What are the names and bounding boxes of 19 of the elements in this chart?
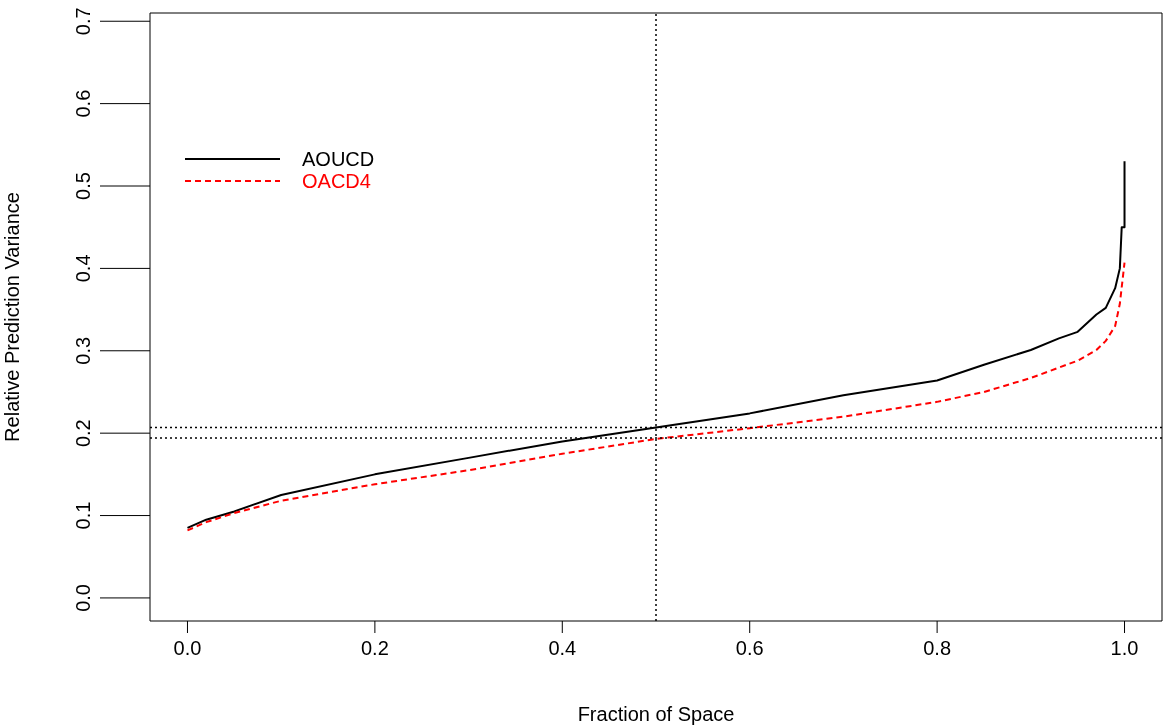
y-tick-label: 0.2 [72,419,94,448]
y-tick-label: 0.3 [72,336,94,365]
x-tick-label: 1.0 [1110,637,1139,660]
y-tick-label: 0.0 [72,584,94,612]
y-tick-label: 0.1 [72,501,94,530]
y-axis-title: Relative Prediction Variance [1,192,24,442]
x-tick-label: 0.2 [360,637,389,660]
x-tick-label: 0.6 [735,637,764,660]
x-axis-title: Fraction of Space [577,703,735,725]
x-tick-label: 0.8 [923,637,952,660]
y-tick-label: 0.7 [72,7,94,36]
legend-label: OACD4 [302,169,371,193]
legend-label: AOUCD [302,147,375,171]
line-series [186,261,1126,532]
y-tick-label: 0.4 [72,254,94,283]
y-tick-label: 0.6 [72,89,94,118]
x-tick-label: 0.0 [173,637,202,660]
x-tick-label: 0.4 [548,637,577,660]
y-tick-label: 0.5 [72,172,94,200]
